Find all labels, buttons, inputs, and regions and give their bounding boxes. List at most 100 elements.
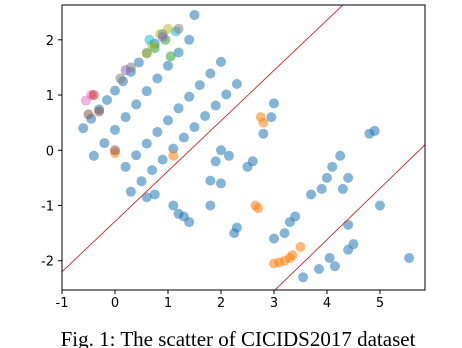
point: [162, 60, 173, 71]
point: [102, 95, 113, 105]
point: [157, 154, 168, 165]
point: [268, 98, 279, 109]
point: [109, 124, 120, 135]
point: [221, 89, 232, 100]
point: [316, 183, 327, 194]
point: [178, 132, 189, 143]
y-tick-label: -2: [41, 255, 54, 270]
point: [369, 125, 380, 136]
point: [157, 32, 168, 43]
point: [189, 122, 200, 133]
point: [149, 189, 160, 200]
point: [268, 233, 279, 244]
point: [152, 127, 163, 138]
point: [266, 112, 277, 123]
point: [194, 80, 205, 91]
point: [205, 68, 216, 79]
point: [173, 103, 184, 114]
point: [343, 172, 354, 183]
point: [205, 200, 216, 211]
x-tick-label: 5: [376, 296, 384, 311]
point: [120, 161, 131, 172]
point: [258, 128, 269, 139]
point: [374, 200, 385, 211]
point: [295, 241, 306, 252]
point: [173, 47, 184, 58]
point: [314, 264, 325, 275]
x-tick-label: 1: [164, 296, 172, 311]
point: [324, 252, 335, 263]
point: [88, 150, 99, 161]
point: [337, 183, 348, 194]
point: [215, 145, 226, 156]
point: [120, 65, 131, 76]
point: [287, 250, 298, 261]
point: [321, 172, 332, 183]
point: [109, 145, 120, 156]
point: [165, 51, 176, 62]
point: [168, 200, 179, 211]
point: [141, 138, 152, 149]
point: [279, 228, 290, 239]
point: [141, 192, 152, 203]
point: [88, 90, 99, 101]
point: [184, 91, 195, 102]
point: [215, 56, 226, 67]
point: [144, 34, 155, 45]
point: [78, 123, 89, 134]
point: [136, 176, 147, 187]
point: [404, 252, 415, 263]
point: [131, 150, 142, 161]
x-tick-label: -1: [56, 296, 69, 311]
point: [168, 143, 179, 154]
point: [200, 111, 211, 122]
y-tick-label: 0: [46, 144, 54, 159]
point: [298, 272, 309, 283]
y-tick-label: -1: [41, 199, 54, 214]
point: [290, 211, 301, 222]
x-tick-label: 4: [323, 296, 331, 311]
point: [162, 115, 173, 126]
axes-frame: [61, 4, 426, 291]
reference-line: [274, 144, 425, 290]
point: [168, 150, 179, 161]
point: [343, 219, 354, 230]
point: [120, 112, 131, 123]
point: [141, 86, 152, 97]
point: [210, 156, 221, 167]
point: [99, 138, 110, 149]
point: [131, 99, 142, 110]
y-tick-label: 1: [46, 89, 54, 104]
point: [162, 23, 173, 34]
point: [335, 150, 346, 161]
point: [215, 178, 226, 189]
point: [229, 228, 240, 239]
point: [147, 165, 158, 176]
y-tick-label: 2: [46, 34, 54, 49]
x-tick-label: 2: [217, 296, 225, 311]
point: [231, 78, 242, 89]
point: [173, 23, 184, 34]
point: [184, 217, 195, 228]
point: [109, 85, 120, 96]
x-tick-label: 0: [111, 296, 119, 311]
point: [258, 117, 269, 128]
point: [133, 57, 144, 68]
point: [327, 161, 338, 172]
caption: Fig. 1: The scatter of CICIDS2017 datase…: [61, 327, 416, 348]
reference-line: [62, 5, 344, 273]
point: [223, 150, 234, 161]
point: [210, 100, 221, 111]
point: [141, 48, 152, 59]
plot-area: [62, 5, 425, 290]
point: [125, 186, 136, 197]
point: [152, 73, 163, 84]
point: [343, 244, 354, 255]
point: [329, 261, 340, 272]
point: [306, 189, 317, 200]
point: [189, 9, 200, 20]
point: [83, 109, 94, 120]
point: [184, 34, 195, 45]
point: [115, 73, 126, 84]
